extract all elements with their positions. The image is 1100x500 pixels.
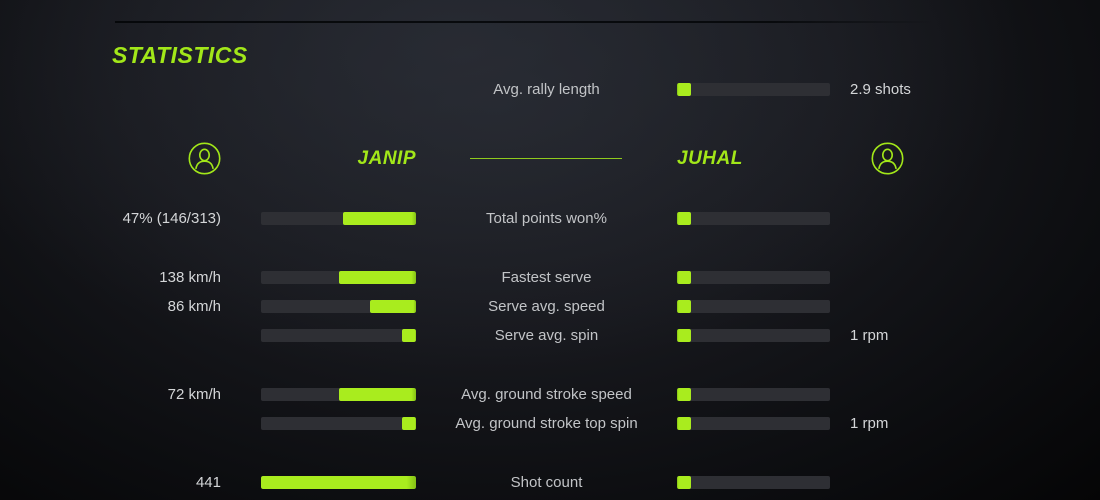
left-player-bar-fill [343,211,416,225]
right-player-bar [677,211,830,225]
right-player-bar [677,328,830,342]
right-player-bar-fill [677,387,691,401]
left-player-bar-fill [338,270,416,284]
right-player-bar-fill [677,270,691,284]
left-player-bar-fill [402,416,416,430]
right-player-bar [677,270,830,284]
right-player-bar-fill [677,299,691,313]
stat-row-rally-length: Avg. rally length 2.9 shots [0,74,1100,104]
left-player-bar [261,211,416,225]
right-player-bar [677,475,830,489]
stat-label: Avg. ground stroke top spin [455,414,638,432]
header-divider [115,21,935,23]
stat-label: Fastest serve [501,268,592,286]
left-player-bar-fill [338,387,416,401]
left-player-bar [261,475,416,489]
left-player-value: 72 km/h [167,385,221,403]
page-title: STATISTICS [112,42,248,68]
right-player-value: 1 rpm [850,414,889,432]
players-separator-line [470,158,622,159]
stat-label: Serve avg. spin [494,326,599,344]
left-player-value: 47% (146/313) [122,209,221,227]
left-player-bar [261,328,416,342]
stat-label: Serve avg. speed [488,297,605,315]
players-header: JANIP JUHAL [0,139,1100,179]
stat-row-shot-count: 441 Shot count [0,467,1100,497]
stat-label: Avg. rally length [493,80,600,98]
left-player-value: 441 [195,473,221,491]
stat-row-serve-avg-spin: Serve avg. spin 1 rpm [0,320,1100,350]
stat-row-serve-avg-speed: 86 km/h Serve avg. speed [0,291,1100,321]
right-player-bar [677,387,830,401]
right-player-bar-fill [677,211,691,225]
right-player-bar-fill [677,475,691,489]
right-player-bar [677,299,830,313]
stat-row-fastest-serve: 138 km/h Fastest serve [0,262,1100,292]
right-player-value: 1 rpm [850,326,889,344]
right-player-bar [677,82,830,96]
stat-label: Shot count [510,473,583,491]
left-player-bar [261,299,416,313]
right-player-bar-fill [677,416,691,430]
stat-row-ground-stroke-speed: 72 km/h Avg. ground stroke speed [0,379,1100,409]
left-player-bar-fill [402,328,416,342]
right-player-value: 2.9 shots [850,80,911,98]
left-player-value: 86 km/h [167,297,221,315]
player-avatar-icon [871,142,904,175]
left-player-bar [261,270,416,284]
right-player-bar-fill [677,328,691,342]
left-player-bar [261,387,416,401]
stat-label: Total points won% [486,209,607,227]
stat-row-total-points: 47% (146/313) Total points won% [0,203,1100,233]
left-player-value: 138 km/h [159,268,221,286]
right-player-bar [677,416,830,430]
left-player-bar-fill [369,299,416,313]
right-player-bar-fill [677,82,691,96]
player-name-right: JUHAL [677,148,743,169]
player-name-left: JANIP [357,148,416,169]
left-player-bar-fill [261,475,416,489]
stat-label: Avg. ground stroke speed [461,385,632,403]
left-player-bar [261,416,416,430]
player-avatar-icon [188,142,221,175]
stat-row-ground-stroke-top-spin: Avg. ground stroke top spin 1 rpm [0,408,1100,438]
